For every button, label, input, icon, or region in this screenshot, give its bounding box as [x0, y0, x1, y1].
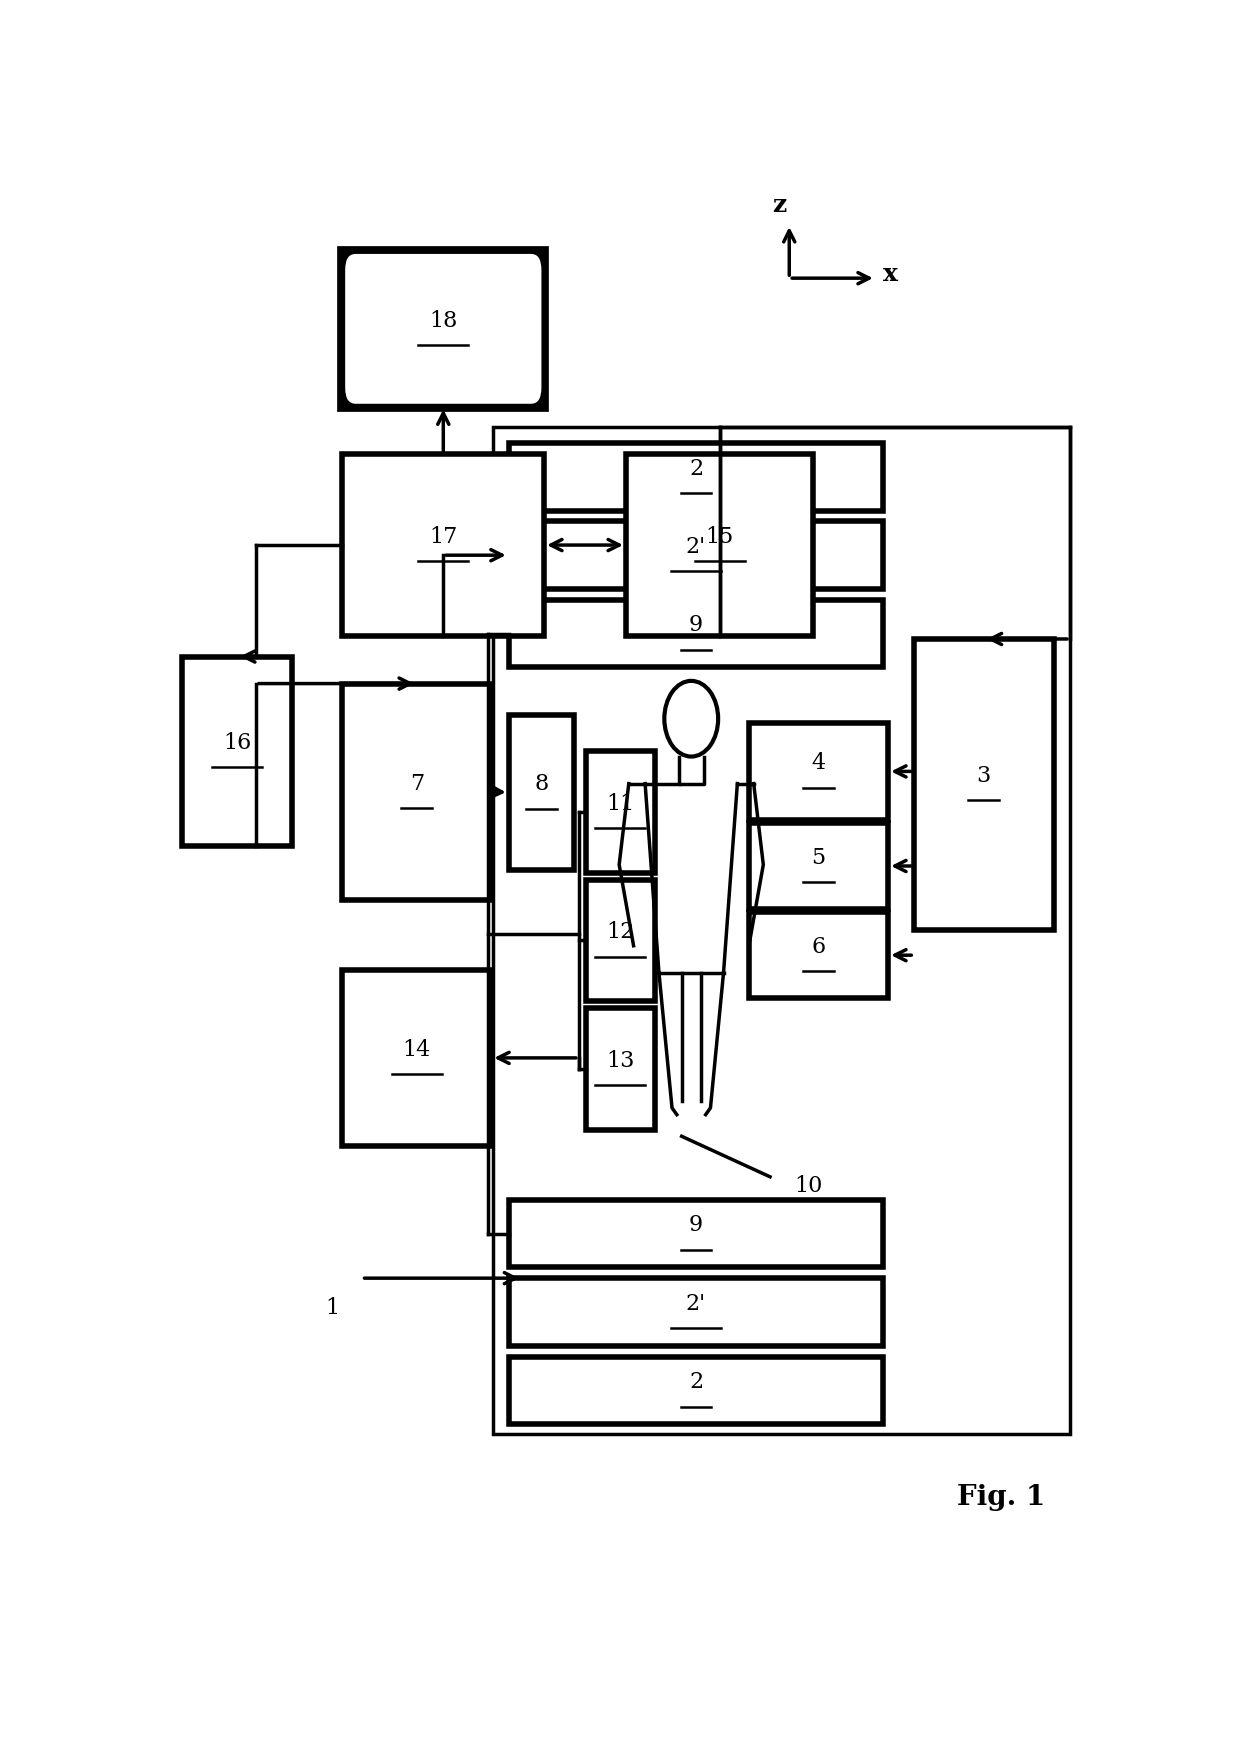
Bar	[182, 656, 293, 846]
Bar	[626, 455, 813, 637]
Text: 17: 17	[429, 526, 458, 548]
Text: 12: 12	[606, 921, 634, 942]
Bar	[508, 714, 574, 870]
Text: 2: 2	[689, 458, 703, 479]
Text: 11: 11	[606, 793, 634, 814]
Bar	[585, 879, 655, 1000]
Bar	[508, 1357, 883, 1423]
Bar	[342, 251, 544, 407]
Text: 5: 5	[811, 848, 826, 869]
Text: 8: 8	[534, 774, 548, 795]
Text: 13: 13	[606, 1049, 635, 1072]
Bar	[749, 823, 888, 909]
Bar	[749, 723, 888, 820]
Bar	[585, 751, 655, 872]
Text: Fig. 1: Fig. 1	[956, 1483, 1045, 1511]
Bar	[508, 521, 883, 590]
Text: 9: 9	[689, 1214, 703, 1237]
Text: x: x	[883, 261, 899, 286]
Bar	[508, 1278, 883, 1346]
Bar	[914, 639, 1054, 930]
Bar	[342, 455, 544, 637]
Text: 1: 1	[326, 1297, 340, 1320]
Bar	[508, 442, 883, 511]
Text: 7: 7	[409, 772, 424, 795]
Bar	[508, 600, 883, 667]
FancyBboxPatch shape	[342, 251, 544, 407]
Bar	[508, 1200, 883, 1267]
Text: 18: 18	[429, 309, 458, 332]
Text: 3: 3	[977, 765, 991, 788]
Text: 4: 4	[811, 753, 826, 774]
Bar	[342, 971, 491, 1146]
Bar	[585, 1007, 655, 1130]
Text: 10: 10	[794, 1176, 822, 1197]
Text: 2: 2	[689, 1371, 703, 1393]
Text: 15: 15	[706, 526, 734, 548]
Bar	[494, 426, 1070, 1434]
Bar	[749, 913, 888, 999]
Text: 2': 2'	[686, 1293, 706, 1314]
Text: 14: 14	[403, 1039, 432, 1060]
Text: 6: 6	[811, 935, 826, 958]
Text: 2': 2'	[686, 535, 706, 558]
Bar	[342, 684, 491, 900]
Text: 9: 9	[689, 614, 703, 637]
Text: 16: 16	[223, 732, 252, 755]
Text: z: z	[773, 193, 786, 218]
